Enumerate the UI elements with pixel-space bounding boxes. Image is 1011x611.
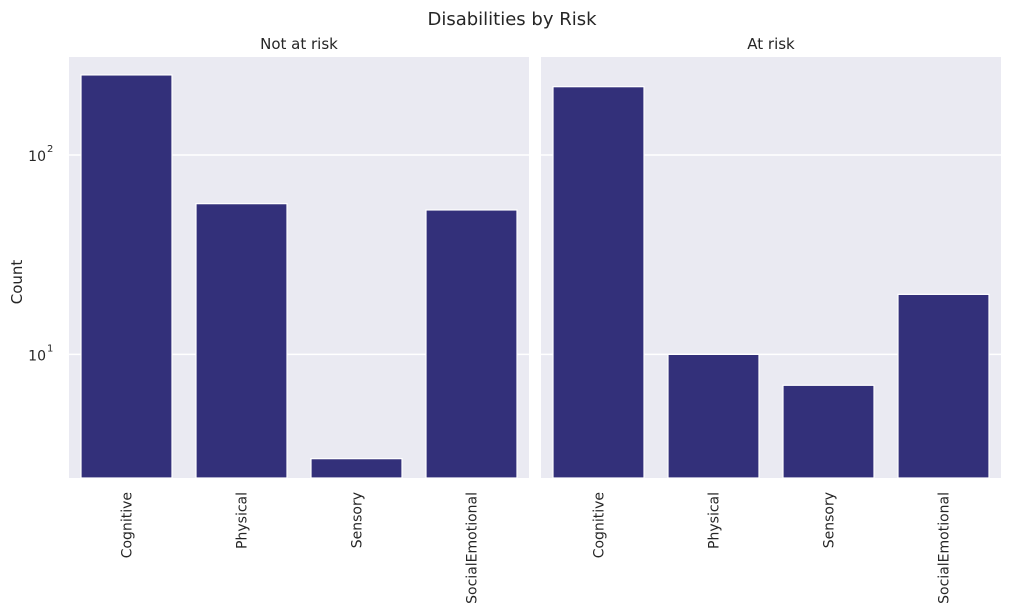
bar-cognitive (552, 86, 645, 479)
x-tick-label: SocialEmotional (465, 492, 481, 604)
y-axis-label: Count (8, 260, 26, 305)
x-tick-label: SocialEmotional (937, 492, 953, 604)
bar-physical (195, 203, 288, 479)
bar-socialemotional (897, 293, 990, 479)
panel-title: Not at risk (260, 35, 338, 53)
y-tick-exponent: 2 (47, 144, 53, 155)
chart-panels: Not at risk Cognitive Physical Sensory Socia… (28, 35, 1001, 604)
y-tick-label: 10 (28, 149, 46, 165)
chart-title: Disabilities by Risk (427, 9, 597, 30)
y-tick-exponent: 1 (47, 343, 53, 354)
bar-physical (667, 353, 760, 479)
x-tick-label: Cognitive (120, 492, 136, 558)
x-tick-label: Cognitive (592, 492, 608, 558)
panel-1: At risk Cognitive Physical Sensory SocialEmo… (541, 35, 1001, 604)
x-tick-label: Physical (235, 492, 251, 549)
x-tick-label: Sensory (822, 492, 838, 548)
bar-cognitive (80, 74, 173, 479)
panel-0: Not at risk Cognitive Physical Sensory Socia… (28, 35, 529, 604)
panel-title: At risk (747, 35, 795, 53)
x-tick-label: Sensory (350, 492, 366, 548)
y-tick-label: 10 (28, 348, 46, 364)
bar-sensory (310, 458, 403, 479)
bar-socialemotional (425, 209, 518, 479)
bar-sensory (782, 384, 875, 479)
x-tick-label: Physical (707, 492, 723, 549)
